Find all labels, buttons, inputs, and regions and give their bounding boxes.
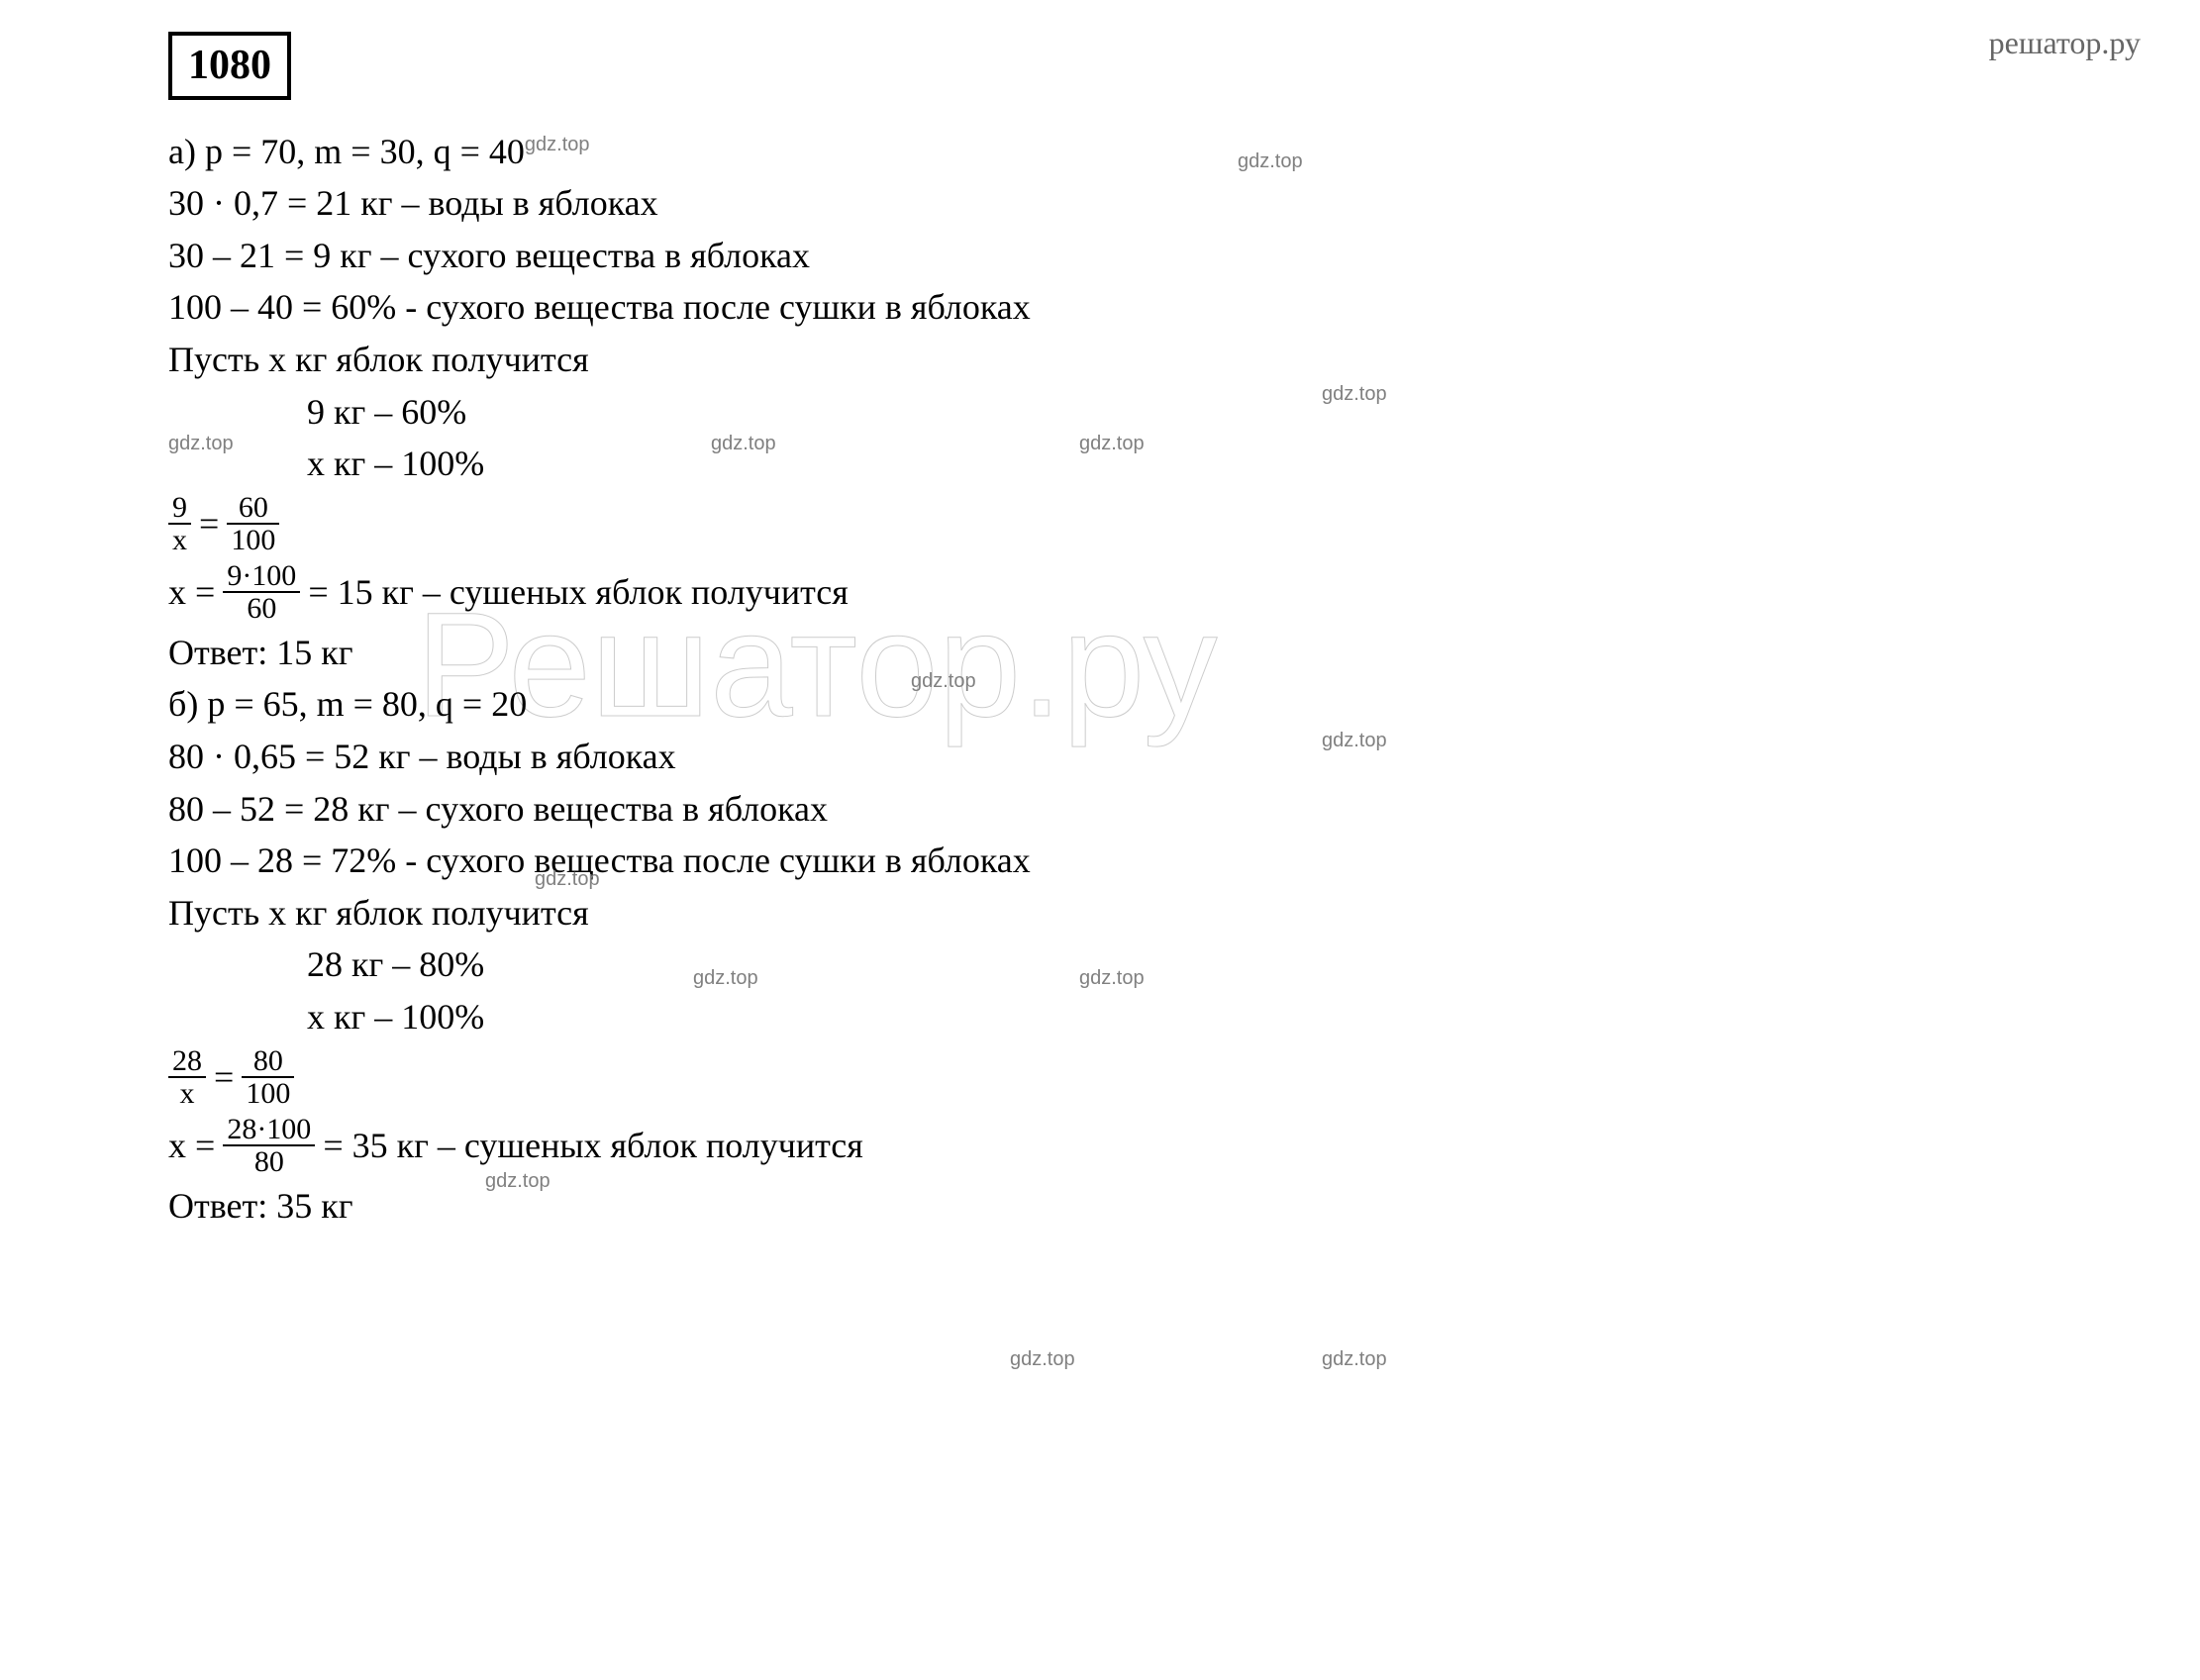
frac-num: 60 bbox=[227, 492, 279, 526]
fraction-b2: 80 100 bbox=[242, 1045, 294, 1110]
part-b-eq2: х = 28·100 80 = 35 кг – сушеных яблок по… bbox=[168, 1114, 2050, 1178]
frac-num: 28 bbox=[168, 1045, 206, 1079]
content: 1080 а) p = 70, m = 30, q = 40gdz.top 30… bbox=[168, 32, 2050, 1234]
part-a-line2: 30 – 21 = 9 кг – сухого вещества в яблок… bbox=[168, 232, 2050, 280]
part-b-line3: 100 – 28 = 72% - сухого вещества после с… bbox=[168, 837, 2050, 885]
fraction-a2: 60 100 bbox=[227, 492, 279, 556]
part-b-eq1: 28 x = 80 100 bbox=[168, 1045, 2050, 1110]
part-a-eq1: 9 x = 60 100 bbox=[168, 492, 2050, 556]
part-a-prop2: х кг – 100% bbox=[168, 440, 2050, 488]
part-b-line4: Пусть х кг яблок получится bbox=[168, 889, 2050, 938]
part-a-line3: 100 – 40 = 60% - сухого вещества после с… bbox=[168, 283, 2050, 332]
x-label-b: х = bbox=[168, 1122, 215, 1170]
frac-den: 60 bbox=[223, 593, 300, 625]
part-b-prop2: х кг – 100% bbox=[168, 993, 2050, 1041]
fraction-a3: 9·100 60 bbox=[223, 560, 300, 625]
part-b-params: б) p = 65, m = 80, q = 20 bbox=[168, 680, 2050, 729]
part-a-line1: 30 · 0,7 = 21 кг – воды в яблоках bbox=[168, 179, 2050, 228]
part-b-prop1: 28 кг – 80% bbox=[168, 940, 2050, 989]
result-b: = 35 кг – сушеных яблок получится bbox=[323, 1122, 862, 1170]
frac-num: 9·100 bbox=[223, 560, 300, 594]
part-b-label: б) bbox=[168, 684, 198, 724]
problem-number: 1080 bbox=[168, 32, 291, 100]
fraction-b1: 28 x bbox=[168, 1045, 206, 1110]
wm-inline-1: gdz.top bbox=[525, 134, 590, 155]
part-b-line2: 80 – 52 = 28 кг – сухого вещества в ябло… bbox=[168, 785, 2050, 834]
watermark: gdz.top bbox=[1010, 1346, 1075, 1373]
equals-2: = bbox=[214, 1053, 234, 1102]
part-a-answer: Ответ: 15 кг bbox=[168, 629, 2050, 677]
x-label-a: х = bbox=[168, 568, 215, 617]
frac-den: x bbox=[168, 1078, 206, 1110]
frac-den: x bbox=[168, 525, 191, 556]
result-a: = 15 кг – сушеных яблок получится bbox=[308, 568, 848, 617]
frac-den: 100 bbox=[242, 1078, 294, 1110]
frac-den: 100 bbox=[227, 525, 279, 556]
part-b-paramtext: p = 65, m = 80, q = 20 bbox=[207, 684, 527, 724]
frac-num: 9 bbox=[168, 492, 191, 526]
part-a-eq2: х = 9·100 60 = 15 кг – сушеных яблок пол… bbox=[168, 560, 2050, 625]
part-a-label: а) bbox=[168, 132, 196, 171]
part-a-prop1: 9 кг – 60% bbox=[168, 388, 2050, 437]
fraction-b3: 28·100 80 bbox=[223, 1114, 315, 1178]
part-b-line1: 80 · 0,65 = 52 кг – воды в яблоках bbox=[168, 733, 2050, 781]
part-a-line4: Пусть х кг яблок получится bbox=[168, 336, 2050, 384]
watermark: gdz.top bbox=[1322, 1346, 1387, 1373]
frac-num: 28·100 bbox=[223, 1114, 315, 1147]
frac-num: 80 bbox=[242, 1045, 294, 1079]
fraction-a1: 9 x bbox=[168, 492, 191, 556]
part-a-params: а) p = 70, m = 30, q = 40gdz.top bbox=[168, 128, 2050, 176]
equals-1: = bbox=[199, 500, 219, 548]
part-b-answer: Ответ: 35 кг bbox=[168, 1182, 2050, 1231]
part-a-paramtext: p = 70, m = 30, q = 40 bbox=[205, 132, 525, 171]
frac-den: 80 bbox=[223, 1146, 315, 1178]
